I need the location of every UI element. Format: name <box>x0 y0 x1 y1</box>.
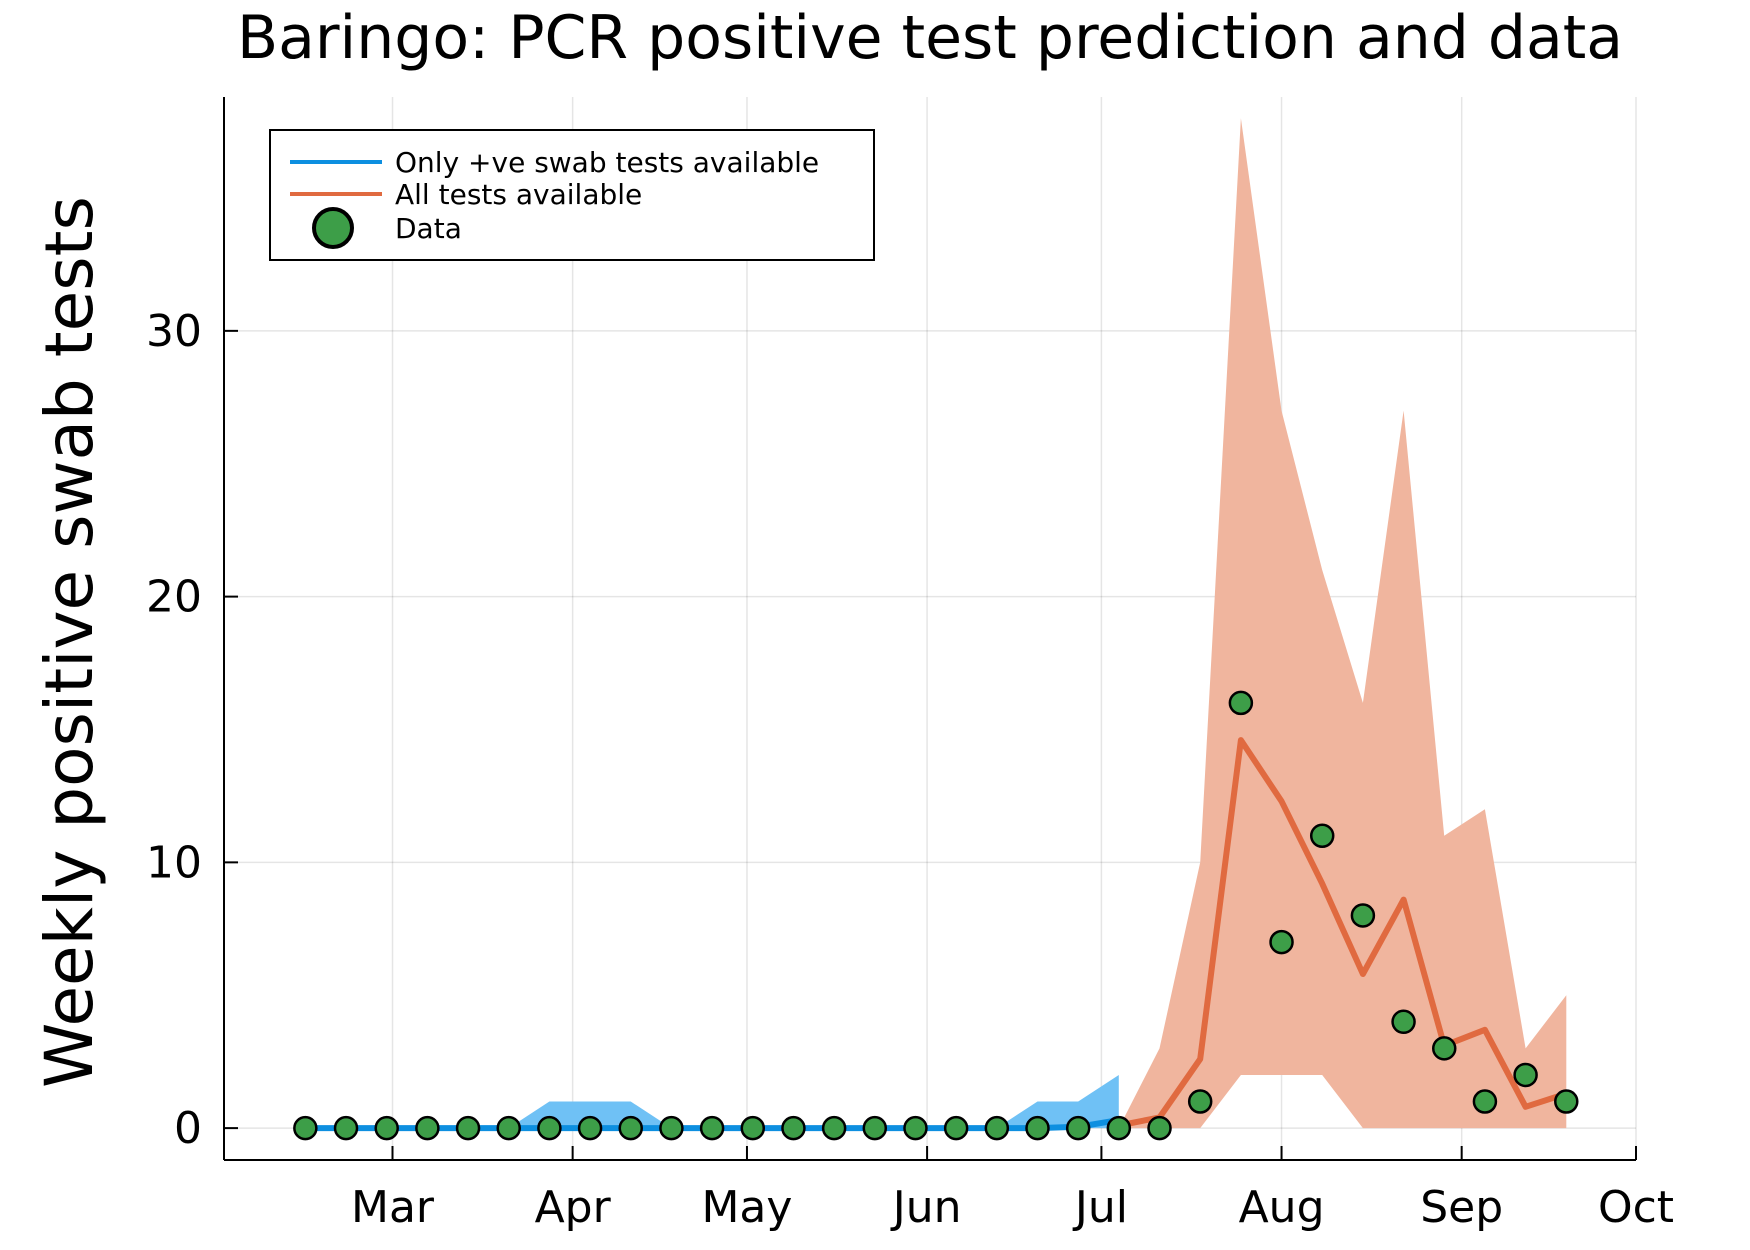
y-axis-label: Weekly positive swab tests <box>31 196 108 1088</box>
data-point <box>1472 1089 1498 1114</box>
data-point <box>415 1115 440 1141</box>
data-point <box>1309 823 1335 849</box>
legend-label-blue: Only +ve swab tests available <box>395 146 819 179</box>
data-point <box>1391 1009 1416 1035</box>
data-point <box>374 1115 399 1141</box>
data-point <box>455 1115 481 1141</box>
y-tick-label: 10 <box>146 837 202 888</box>
data-point <box>1269 929 1294 955</box>
data-point <box>781 1115 806 1141</box>
y-tick-label: 30 <box>146 306 202 357</box>
data-point <box>1431 1036 1457 1061</box>
axis-layer: 0 10 20 30 Mar Apr May Jun Jul Aug Sep Oct <box>146 97 1674 1233</box>
data-point <box>1025 1115 1050 1141</box>
legend-label-orange: All tests available <box>395 178 642 211</box>
x-tick-label: Sep <box>1420 1182 1503 1233</box>
data-point <box>1554 1089 1579 1114</box>
x-tick-label: Aug <box>1239 1182 1325 1233</box>
data-point <box>618 1115 643 1141</box>
y-tick-label: 0 <box>174 1103 202 1154</box>
legend: Only +ve swab tests available All tests … <box>269 129 875 261</box>
data-point <box>577 1115 603 1141</box>
x-tick-label: Mar <box>351 1182 435 1233</box>
data-point <box>1513 1062 1538 1088</box>
chart-title: Baringo: PCR positive test prediction an… <box>237 3 1623 73</box>
legend-label-data: Data <box>395 212 462 245</box>
data-point <box>699 1115 725 1141</box>
x-tick-label: Apr <box>535 1182 612 1233</box>
data-point <box>1147 1115 1172 1141</box>
data-point <box>333 1115 359 1141</box>
data-point <box>821 1115 847 1141</box>
legend-marker-data <box>312 207 354 249</box>
data-point <box>496 1115 521 1141</box>
data-point <box>1065 1115 1091 1141</box>
data-point <box>537 1115 562 1141</box>
data-point <box>1187 1089 1213 1114</box>
point-layer <box>293 690 1579 1141</box>
data-point <box>943 1115 969 1141</box>
data-point <box>293 1115 318 1141</box>
series-1-band <box>1118 118 1567 1129</box>
series-1-line <box>1118 737 1568 1129</box>
x-tick-label: Jun <box>890 1182 962 1233</box>
x-tick-label: Oct <box>1598 1182 1674 1233</box>
data-point <box>1228 690 1254 716</box>
data-point <box>1106 1115 1132 1141</box>
data-point <box>659 1115 684 1141</box>
data-point <box>903 1115 928 1141</box>
data-point <box>862 1115 888 1141</box>
data-point <box>984 1115 1010 1141</box>
data-point <box>740 1115 766 1141</box>
y-tick-label: 20 <box>146 572 202 623</box>
data-point <box>1350 903 1376 928</box>
x-tick-label: Jul <box>1072 1182 1128 1233</box>
x-tick-label: May <box>701 1182 792 1233</box>
